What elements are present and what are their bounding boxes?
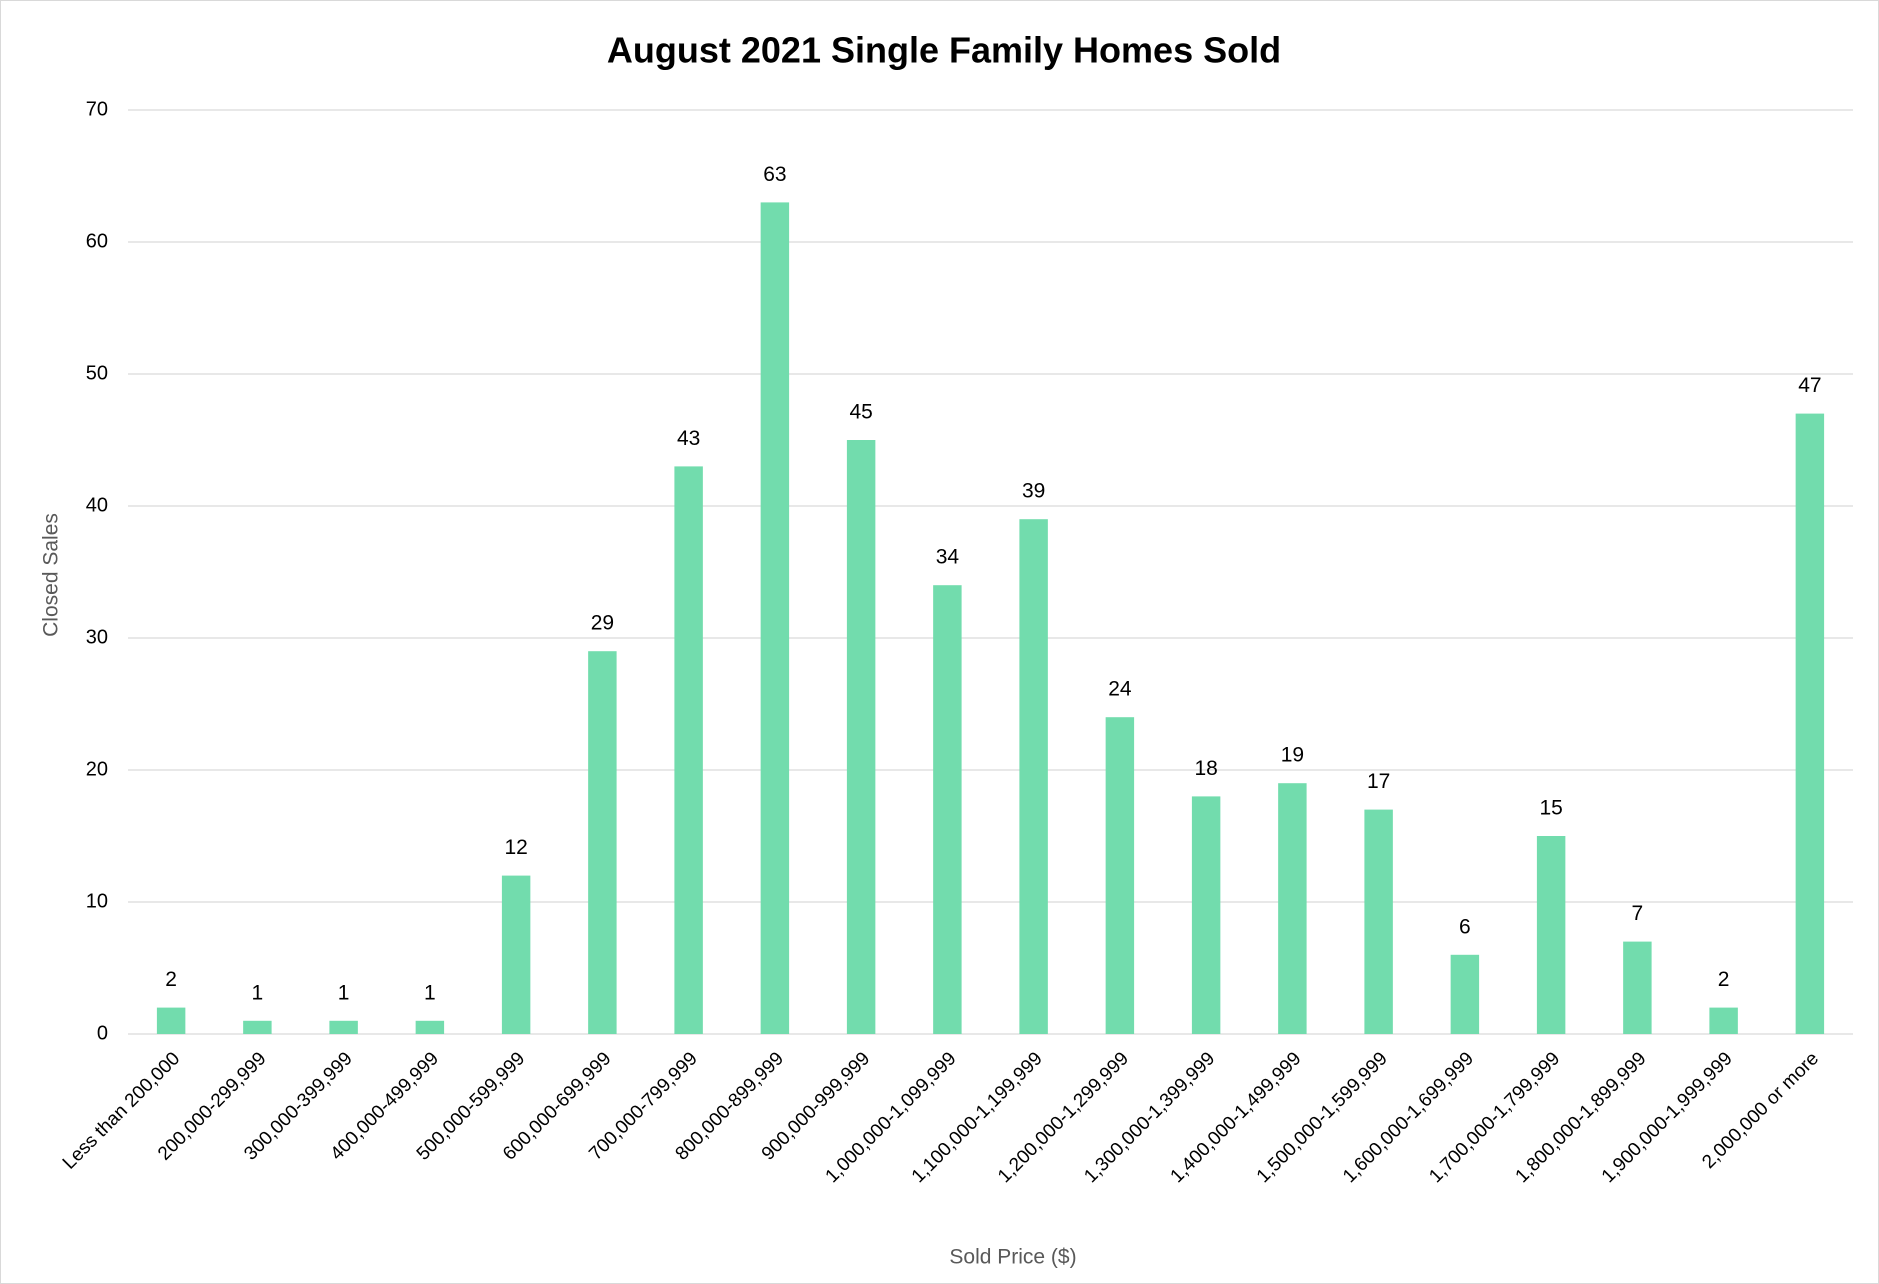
bar bbox=[1364, 809, 1393, 1034]
bar bbox=[1105, 717, 1135, 1034]
y-tick-label: 0 bbox=[97, 1022, 108, 1044]
data-label: 39 bbox=[1022, 480, 1045, 503]
y-tick-label: 10 bbox=[86, 890, 108, 912]
y-tick-label: 50 bbox=[86, 362, 108, 384]
bar bbox=[846, 440, 876, 1034]
data-label: 43 bbox=[677, 427, 700, 450]
bar bbox=[415, 1020, 445, 1034]
bar bbox=[156, 1007, 186, 1034]
data-label: 24 bbox=[1108, 678, 1132, 701]
bar bbox=[243, 1020, 272, 1034]
x-axis-label: Sold Price ($) bbox=[949, 1246, 1076, 1269]
bar bbox=[1709, 1007, 1738, 1034]
data-label: 2 bbox=[165, 968, 177, 991]
bar bbox=[1191, 796, 1221, 1034]
y-tick-label: 20 bbox=[86, 758, 108, 780]
data-label: 34 bbox=[936, 546, 960, 569]
data-label: 1 bbox=[424, 981, 436, 1004]
data-label: 47 bbox=[1798, 374, 1821, 397]
data-label: 17 bbox=[1367, 770, 1390, 793]
y-axis-label: Closed Sales bbox=[40, 513, 63, 637]
data-label: 29 bbox=[591, 612, 614, 635]
data-label: 45 bbox=[849, 401, 872, 424]
chart-title: August 2021 Single Family Homes Sold bbox=[607, 30, 1281, 71]
data-label: 18 bbox=[1194, 757, 1217, 780]
bar bbox=[1450, 954, 1480, 1034]
data-label: 6 bbox=[1459, 915, 1471, 938]
bar bbox=[1623, 941, 1652, 1034]
bar bbox=[329, 1020, 358, 1034]
bar bbox=[1536, 836, 1566, 1034]
y-tick-label: 60 bbox=[86, 230, 108, 252]
data-label: 1 bbox=[252, 981, 264, 1004]
data-label: 2 bbox=[1718, 968, 1730, 991]
data-label: 63 bbox=[763, 163, 786, 186]
y-tick-label: 30 bbox=[86, 626, 108, 648]
y-tick-label: 40 bbox=[86, 494, 108, 516]
bar bbox=[760, 202, 790, 1034]
bar bbox=[588, 651, 617, 1034]
bar bbox=[1795, 413, 1825, 1035]
bar bbox=[674, 466, 703, 1034]
y-tick-label: 70 bbox=[86, 98, 108, 120]
data-label: 15 bbox=[1539, 797, 1562, 820]
bar bbox=[933, 585, 962, 1034]
bar bbox=[1278, 783, 1307, 1034]
data-label: 7 bbox=[1632, 902, 1644, 925]
bar bbox=[1019, 519, 1048, 1034]
data-label: 19 bbox=[1281, 744, 1304, 767]
data-label: 1 bbox=[338, 981, 350, 1004]
data-label: 12 bbox=[504, 836, 527, 859]
bar bbox=[501, 875, 531, 1034]
